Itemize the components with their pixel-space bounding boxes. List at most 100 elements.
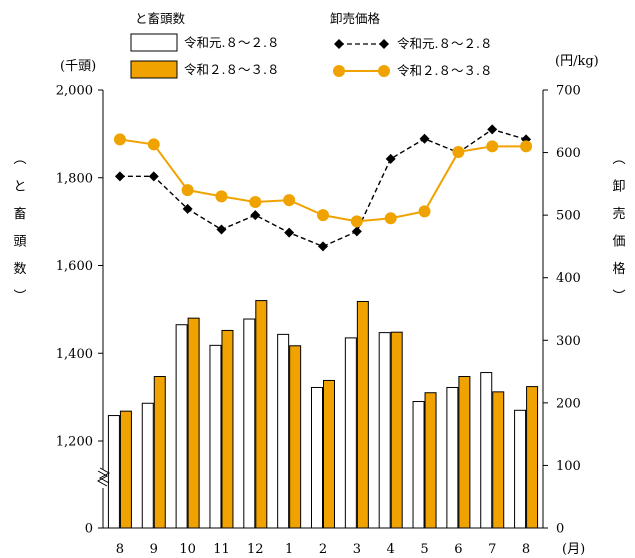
left-axis-label-char-3: 頭 [13,235,26,250]
bar-s1-0 [108,416,119,528]
legend-marker-circle-left [333,65,345,77]
legend-bar-label-1: 令和元.８～２.８ [184,35,279,50]
bar-s1-6 [312,387,323,528]
x-tick-label-12: 8 [522,542,530,557]
point-s2-2 [182,184,194,196]
point-s1-3 [216,225,226,235]
point-s1-9 [420,134,430,144]
left-tick-label-4: 1,800 [56,171,93,186]
point-s2-8 [385,212,397,224]
legend-bar-swatch-2 [131,61,177,78]
legend-marker-diamond-left [334,39,344,49]
x-tick-label-8: 4 [387,542,395,557]
left-tick-label-0: 0 [85,522,93,537]
bar-s1-8 [379,333,390,528]
right-tick-label-1: 100 [556,459,581,474]
right-axis-label-char-5: ︶ [612,290,625,305]
right-axis-label-char-3: 価 [612,235,625,250]
bar-s2-0 [120,411,131,528]
lines-layer [114,124,532,251]
bar-s2-7 [357,301,368,528]
bar-s2-9 [425,393,436,528]
right-tick-label-6: 600 [556,146,581,161]
legend-line-label-2: 令和２.８～３.８ [397,63,492,78]
line-series-2 [120,139,526,221]
right-axis-label-char-2: 売 [612,206,625,222]
bar-s1-12 [515,410,526,528]
right-axis-label-char-4: 格 [612,261,625,277]
bar-s1-10 [447,387,458,528]
legend-marker-diamond-right [379,39,389,49]
bar-s2-6 [324,380,335,528]
point-s1-8 [386,154,396,164]
legend-bar-swatch-1 [131,34,177,51]
axis-break-b [100,468,109,483]
point-s2-9 [419,205,431,217]
left-axis-label-char-0: ︵ [13,152,26,167]
right-axis-label-char-1: 卸 [612,179,625,195]
left-tick-label-2: 1,400 [56,347,93,362]
legend-marker-circle-right [378,65,390,77]
point-s1-0 [115,171,125,181]
right-axis-label-char-0: ︵ [612,152,625,167]
right-tick-label-5: 500 [556,209,581,224]
right-axis-label: ︵ 卸売価格 ︶ [612,152,625,305]
x-tick-label-5: 1 [285,542,293,557]
left-axis-unit: (千頭) [60,59,96,74]
point-s1-6 [318,241,328,251]
left-axis-label-char-5: ︶ [13,290,26,305]
left-tick-label-1: 1,200 [56,435,93,450]
point-s1-4 [250,210,260,220]
left-axis-label: ︵ と畜頭数 ︶ [13,152,26,305]
point-s2-6 [317,209,329,221]
point-s1-7 [352,226,362,236]
bar-s1-3 [210,345,221,528]
point-s2-10 [452,146,464,158]
x-tick-label-1: 9 [150,542,158,557]
left-tick-label-3: 1,600 [56,259,93,274]
bar-s2-2 [188,318,199,528]
left-axis-label-char-1: と [13,180,26,195]
point-s1-11 [487,124,497,134]
x-tick-label-9: 5 [420,542,428,557]
right-tick-label-7: 700 [556,84,581,99]
point-s1-1 [149,171,159,181]
left-axis-label-char-2: 畜 [13,206,26,222]
axis-break-a [98,471,107,486]
bar-s1-5 [278,334,289,528]
bar-s2-12 [527,387,538,528]
x-tick-label-0: 8 [116,542,124,557]
right-axis-unit: (円/kg) [555,54,599,69]
x-tick-label-6: 2 [319,542,327,557]
bar-s1-11 [481,373,492,528]
bar-s1-7 [345,338,356,528]
bar-s1-4 [244,319,255,528]
legend-bars-title: と畜頭数 [135,11,186,26]
x-axis-unit: (月) [562,542,585,557]
point-s2-1 [148,138,160,150]
bar-s2-1 [154,377,165,528]
legend-bar-label-2: 令和２.８～３.８ [184,62,279,77]
point-s2-3 [215,190,227,202]
point-s2-12 [520,140,532,152]
right-tick-label-0: 0 [556,522,564,537]
right-tick-label-3: 300 [556,334,581,349]
point-s1-5 [284,228,294,238]
line-series-1 [120,129,526,246]
bar-s1-9 [413,402,424,528]
bar-s2-10 [459,377,470,528]
legend: と畜頭数 令和元.８～２.８ 令和２.８～３.８ 卸売価格 令和元.８～２.８ … [131,11,492,78]
left-axis-label-char-4: 数 [13,262,26,277]
x-tick-label-4: 12 [247,542,264,557]
x-tick-label-3: 11 [213,542,230,557]
x-tick-label-11: 7 [488,542,496,557]
right-tick-label-2: 200 [556,396,581,411]
x-tick-label-10: 6 [454,542,462,557]
bar-s2-3 [222,330,233,528]
point-s2-7 [351,215,363,227]
bar-s2-5 [290,346,301,528]
bar-s1-1 [142,403,153,528]
bar-s2-11 [493,392,504,528]
